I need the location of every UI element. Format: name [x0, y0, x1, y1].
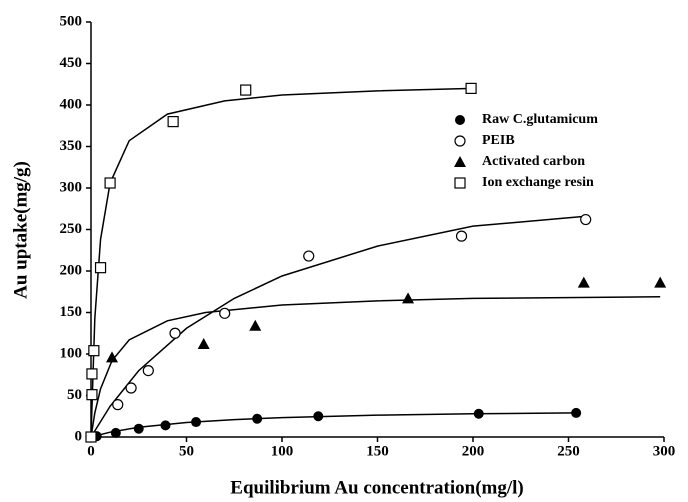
point: [571, 407, 582, 418]
point: [106, 351, 119, 363]
point: [303, 250, 315, 262]
legend-marker: [455, 115, 465, 125]
x-tick-label: 250: [557, 443, 580, 459]
fit-curve: [90, 87, 474, 438]
point: [580, 213, 592, 226]
point: [249, 319, 262, 331]
legend-marker: [454, 135, 466, 147]
y-tick-label: 50: [67, 387, 82, 403]
y-tick-label: 450: [60, 55, 83, 71]
x-tick-label: 50: [179, 443, 194, 459]
legend-text: Ion exchange resin: [482, 175, 594, 190]
legend-marker: [454, 156, 466, 167]
point: [133, 423, 144, 434]
y-tick-label: 300: [60, 179, 83, 195]
point: [191, 417, 202, 428]
point: [252, 413, 263, 424]
legend-text: Raw C.glutamicum: [482, 112, 598, 127]
x-tick-label: 200: [462, 443, 485, 459]
point: [197, 338, 210, 350]
y-axis-title: Au uptake(mg/g): [10, 161, 31, 299]
point: [86, 368, 98, 380]
point: [110, 427, 121, 438]
y-tick-label: 200: [60, 262, 83, 278]
legend-marker: [454, 177, 466, 189]
y-tick-label: 350: [60, 138, 83, 154]
point: [654, 276, 667, 288]
point: [402, 292, 415, 304]
point: [142, 365, 154, 377]
y-tick-label: 100: [60, 345, 83, 361]
point: [88, 345, 100, 357]
legend-text: PEIB: [482, 133, 515, 148]
point: [465, 82, 477, 95]
point: [240, 84, 252, 96]
point: [160, 420, 171, 431]
point: [455, 230, 468, 242]
point: [219, 307, 231, 319]
point: [85, 431, 97, 443]
y-tick-label: 150: [60, 304, 83, 320]
fit-curve: [90, 215, 586, 438]
point: [167, 115, 179, 128]
point: [104, 177, 116, 189]
x-tick-label: 0: [87, 443, 95, 459]
point: [112, 399, 124, 411]
y-tick-label: 500: [60, 13, 83, 29]
point: [169, 327, 181, 339]
y-tick-label: 250: [60, 221, 83, 237]
x-tick-label: 150: [366, 443, 389, 459]
y-tick-label: 0: [75, 428, 83, 444]
point: [125, 382, 137, 394]
point: [313, 411, 324, 422]
point: [86, 389, 98, 401]
point: [473, 408, 484, 419]
y-tick-label: 400: [60, 96, 83, 112]
x-tick-label: 300: [653, 443, 676, 459]
point: [94, 262, 107, 274]
x-tick-label: 100: [271, 443, 294, 459]
point: [577, 276, 590, 288]
x-axis-title: Equilibrium Au concentration(mg/l): [230, 477, 523, 498]
legend-text: Activated carbon: [482, 154, 585, 169]
